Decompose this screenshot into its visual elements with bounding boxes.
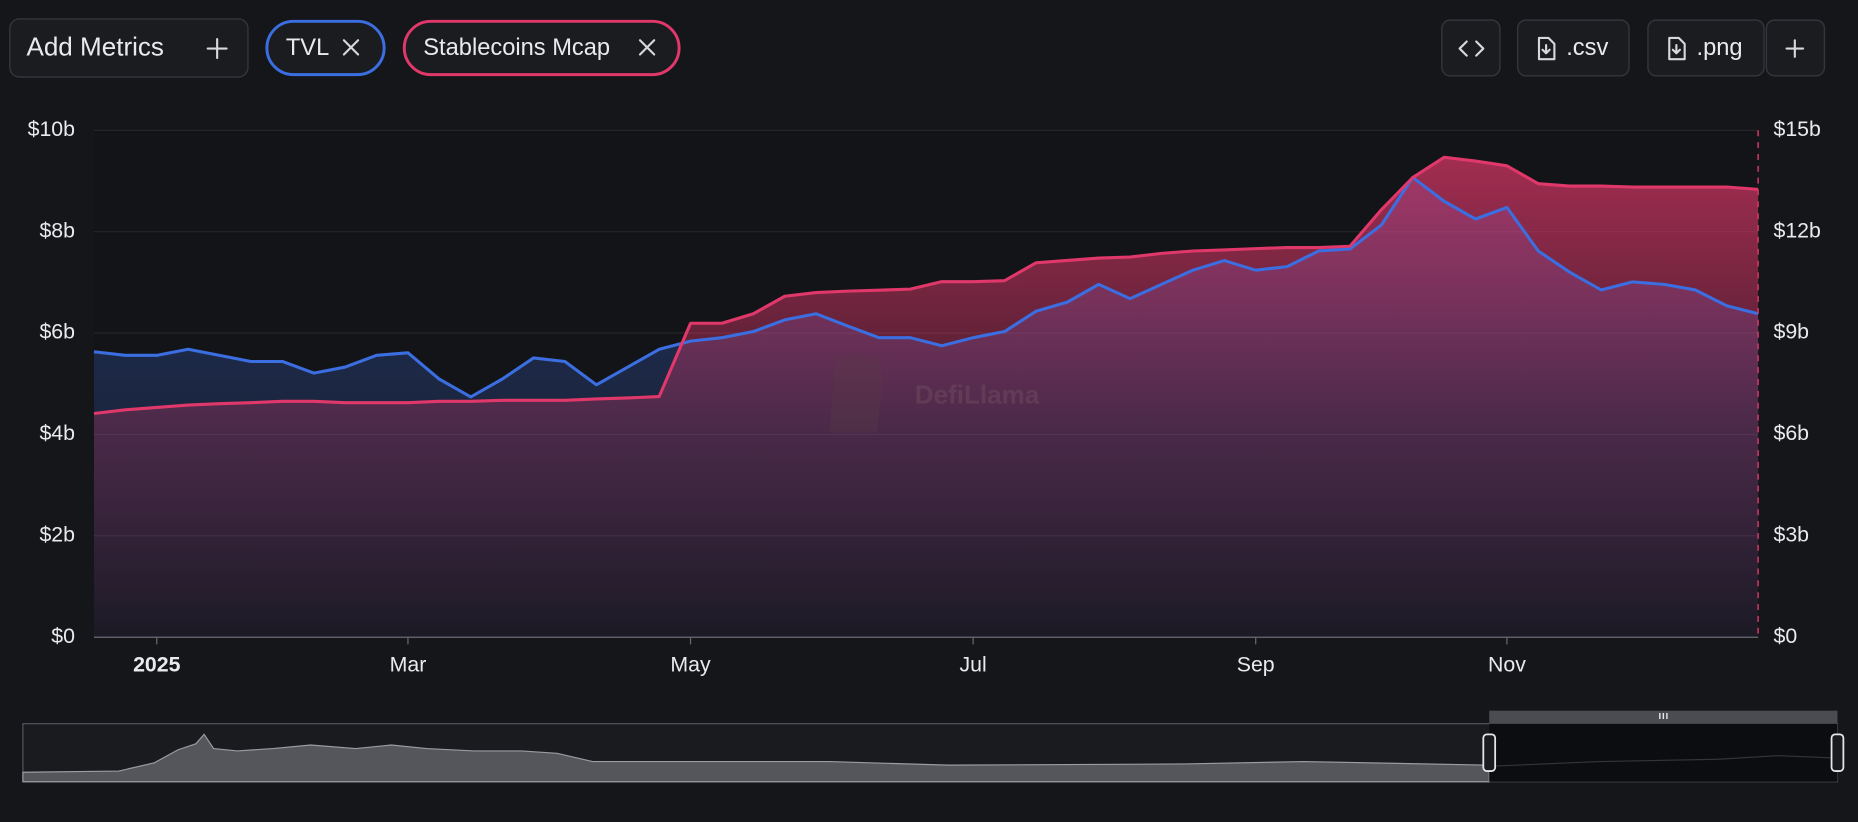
download-icon [1668, 36, 1686, 61]
embed-button[interactable] [1441, 19, 1501, 77]
plus-icon [1785, 39, 1805, 58]
series-line [93, 175, 1759, 399]
y2-tick-label: $12b [1774, 218, 1821, 242]
y2-tick-label: $15b [1774, 117, 1821, 141]
legend-pill[interactable] [402, 19, 681, 77]
range-window-preview [1489, 755, 1838, 767]
x-tick-label: 2025 [133, 652, 181, 676]
legend-label: Stablecoins Mcap [423, 35, 610, 61]
y-tick-label: $4b [39, 421, 75, 445]
x-tick-label: May [670, 652, 711, 676]
range-preview [22, 733, 1490, 783]
y-tick-label: $0 [51, 624, 75, 648]
csv-label: .csv [1566, 35, 1608, 61]
watermark-text: DefiLlama [915, 380, 1040, 410]
series-area [93, 157, 1759, 638]
y2-tick-label: $6b [1774, 421, 1810, 445]
add-metrics-button[interactable] [9, 18, 249, 78]
range-handle[interactable] [1482, 733, 1497, 772]
code-icon [1458, 40, 1485, 57]
y-tick-label: $8b [39, 218, 75, 242]
watermark-logo [829, 355, 883, 433]
png-button[interactable] [1647, 19, 1765, 77]
x-tick-label: Sep [1237, 652, 1275, 676]
y2-tick-label: $3b [1774, 522, 1810, 546]
range-window[interactable] [1489, 723, 1838, 782]
y-tick-label: $6b [39, 320, 75, 344]
download-icon [1537, 36, 1556, 61]
csv-button[interactable] [1516, 19, 1630, 77]
range-handle[interactable] [1830, 733, 1845, 772]
y2-tick-label: $0 [1774, 624, 1798, 648]
legend-label: TVL [286, 35, 329, 61]
remove-icon[interactable] [342, 39, 360, 56]
png-label: .png [1697, 35, 1743, 61]
add-metrics-label: Add Metrics [26, 31, 164, 61]
legend-pill[interactable] [265, 19, 386, 77]
y2-tick-label: $9b [1774, 320, 1810, 344]
plus-icon [206, 38, 228, 60]
range-grip [1659, 713, 1668, 719]
remove-icon[interactable] [638, 39, 656, 56]
x-tick-label: Nov [1488, 652, 1526, 676]
watermark: DefiLlama [829, 355, 1040, 433]
series-line [93, 155, 1759, 416]
x-tick-label: Mar [390, 652, 427, 676]
x-tick-label: Jul [960, 652, 987, 676]
y-tick-label: $10b [28, 117, 75, 141]
y-tick-label: $2b [39, 522, 75, 546]
